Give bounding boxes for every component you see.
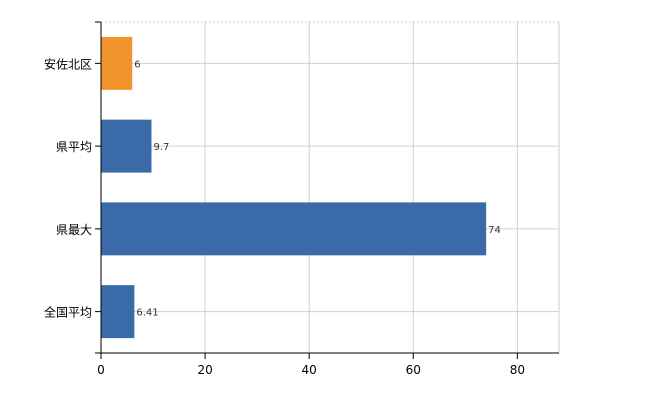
bar-3 (101, 285, 135, 339)
grid-lines (101, 21, 560, 353)
data-label: 6.41 (136, 308, 158, 319)
x-tick-label: 0 (97, 363, 105, 377)
category-label: 全国平均 (44, 305, 92, 320)
axes (95, 21, 559, 359)
data-label: 6 (134, 59, 140, 70)
bar-1 (101, 119, 152, 173)
x-tick-label: 20 (197, 363, 212, 377)
x-tick-label: 40 (302, 363, 317, 377)
bars (101, 36, 487, 339)
bar-0 (101, 36, 133, 90)
category-label: 県平均 (56, 140, 92, 154)
category-label: 安佐北区 (44, 56, 92, 71)
x-tick-label: 80 (510, 363, 525, 377)
data-label: 74 (488, 225, 501, 236)
x-tick-label: 60 (406, 363, 421, 377)
data-label: 9.7 (153, 142, 169, 153)
category-label: 県最大 (56, 223, 92, 237)
bar-2 (101, 202, 487, 256)
